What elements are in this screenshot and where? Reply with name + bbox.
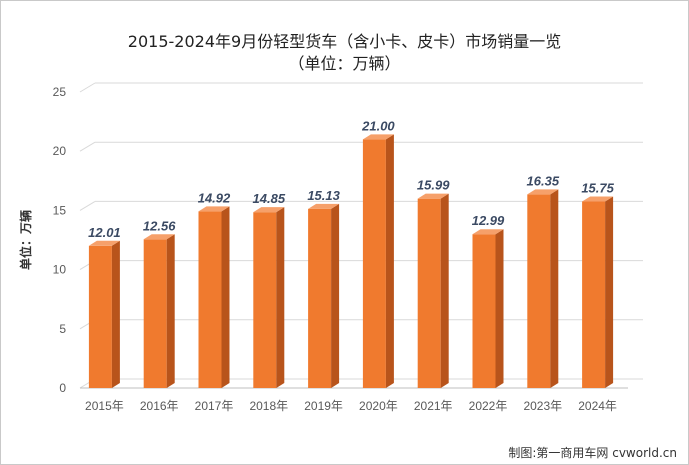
bar-front-4 <box>308 208 332 388</box>
data-label-5: 21.00 <box>361 118 395 133</box>
y-tick-label-1: 5 <box>59 322 66 336</box>
y-tick-label-5: 25 <box>53 85 67 99</box>
y-tick-label-4: 20 <box>53 144 67 158</box>
x-tick-label-9: 2024年 <box>578 399 617 413</box>
y-tick-label-2: 10 <box>53 263 67 277</box>
gridline-diag-3 <box>79 200 96 211</box>
bar-front-9 <box>582 201 606 388</box>
bar-top-5 <box>362 134 394 140</box>
bar-front-8 <box>527 194 551 388</box>
data-label-3: 14.85 <box>253 191 286 206</box>
x-tick-label-6: 2021年 <box>414 399 453 413</box>
bar-top-9 <box>582 196 614 202</box>
bar-side-3 <box>276 207 285 388</box>
data-label-0: 12.01 <box>88 225 121 240</box>
y-tick-label-3: 15 <box>53 203 67 217</box>
bar-side-6 <box>440 193 449 388</box>
x-tick-label-8: 2023年 <box>523 399 562 413</box>
chart-title: 2015-2024年9月份轻型货车（含小卡、皮卡）市场销量一览 <box>127 32 562 51</box>
bar-front-1 <box>143 239 167 388</box>
x-tick-label-0: 2015年 <box>85 399 124 413</box>
bar-front-0 <box>88 245 112 388</box>
bar-top-1 <box>143 234 175 240</box>
bar-side-2 <box>221 206 230 388</box>
bar-top-6 <box>417 193 449 199</box>
bar-side-7 <box>495 229 504 388</box>
y-axis-label: 单位：万辆 <box>18 210 33 270</box>
data-label-2: 14.92 <box>198 190 231 205</box>
x-tick-label-7: 2022年 <box>469 399 508 413</box>
gridline-diag-5 <box>79 82 96 93</box>
x-tick-label-3: 2018年 <box>249 399 288 413</box>
bar-top-8 <box>527 189 559 195</box>
bar-side-9 <box>605 196 614 388</box>
data-label-1: 12.56 <box>143 218 176 233</box>
data-label-8: 16.35 <box>527 173 560 188</box>
bar-side-8 <box>550 189 559 388</box>
data-label-9: 15.75 <box>581 181 614 196</box>
data-label-4: 15.13 <box>307 188 340 203</box>
x-tick-label-5: 2020年 <box>359 399 398 413</box>
y-tick-label-0: 0 <box>59 381 66 395</box>
bar-side-4 <box>331 203 340 388</box>
bar-side-0 <box>111 240 120 388</box>
bar-top-4 <box>308 203 340 209</box>
x-tick-label-2: 2017年 <box>195 399 234 413</box>
bar-front-6 <box>417 198 441 388</box>
bar-top-2 <box>198 206 230 212</box>
bar-front-2 <box>198 211 222 388</box>
data-label-6: 15.99 <box>417 178 450 193</box>
chart-subtitle: （单位：万辆） <box>288 54 401 73</box>
bar-front-7 <box>472 234 496 388</box>
gridline-diag-4 <box>79 141 96 152</box>
bar-top-0 <box>88 240 120 246</box>
bar-top-7 <box>472 229 504 235</box>
bar-front-3 <box>253 212 277 388</box>
data-label-7: 12.99 <box>472 213 505 228</box>
bar-side-1 <box>166 234 175 388</box>
x-tick-label-1: 2016年 <box>140 399 179 413</box>
bar-top-3 <box>253 207 285 213</box>
bar-front-5 <box>362 139 386 388</box>
bar-side-5 <box>385 134 394 388</box>
x-tick-label-4: 2019年 <box>304 399 343 413</box>
credit-text: 制图:第一商用车网 cvworld.cn <box>508 446 677 460</box>
